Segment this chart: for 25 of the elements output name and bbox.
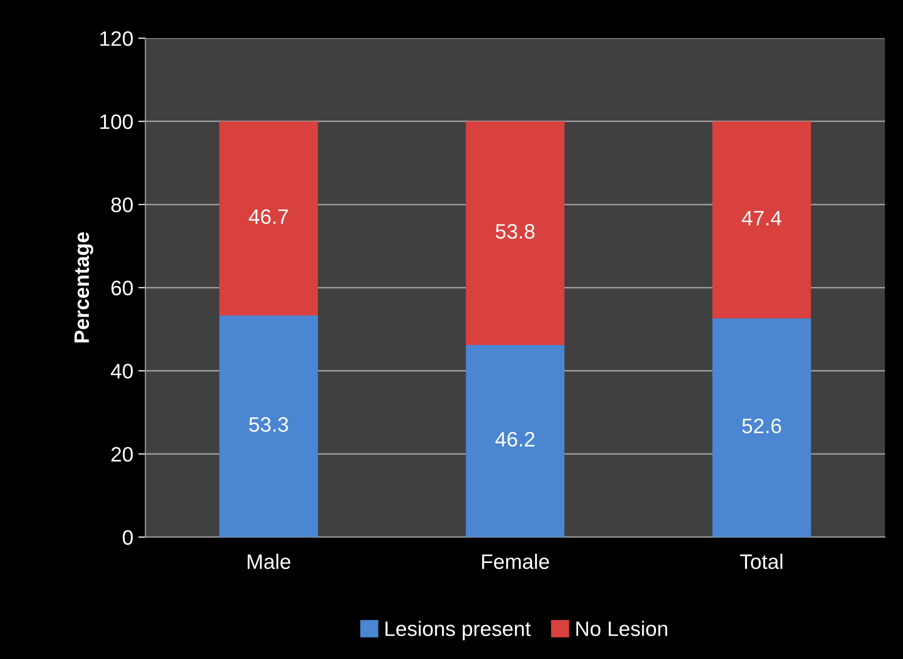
- bar: [219, 121, 318, 316]
- y-axis-title: Percentage: [74, 232, 94, 342]
- y-tick-label: 0: [122, 530, 133, 545]
- x-tick-label: Total: [740, 554, 782, 570]
- data-label: 52.6: [742, 418, 782, 434]
- bar: [712, 318, 811, 538]
- y-tick-label: 20: [111, 446, 133, 462]
- data-label: 47.4: [742, 210, 782, 226]
- y-tick-label: 80: [111, 198, 133, 212]
- legend-label: No Lesion: [576, 620, 668, 636]
- x-tick-label: Female: [482, 554, 549, 570]
- bar: [712, 121, 811, 318]
- data-label: 53.8: [496, 224, 535, 239]
- bar: [219, 316, 318, 538]
- data-label: 46.7: [248, 209, 288, 224]
- bar: [466, 345, 564, 538]
- legend-label: Lesions present: [386, 620, 531, 640]
- y-tick-label: 60: [111, 280, 133, 296]
- y-tick-label: 100: [100, 114, 133, 130]
- y-tick-label: 120: [100, 31, 133, 46]
- data-label: 53.3: [249, 417, 288, 432]
- data-label: 46.2: [495, 432, 534, 447]
- y-tick-label: 40: [110, 364, 133, 379]
- bar: [466, 121, 564, 346]
- x-tick-label: Male: [248, 554, 290, 570]
